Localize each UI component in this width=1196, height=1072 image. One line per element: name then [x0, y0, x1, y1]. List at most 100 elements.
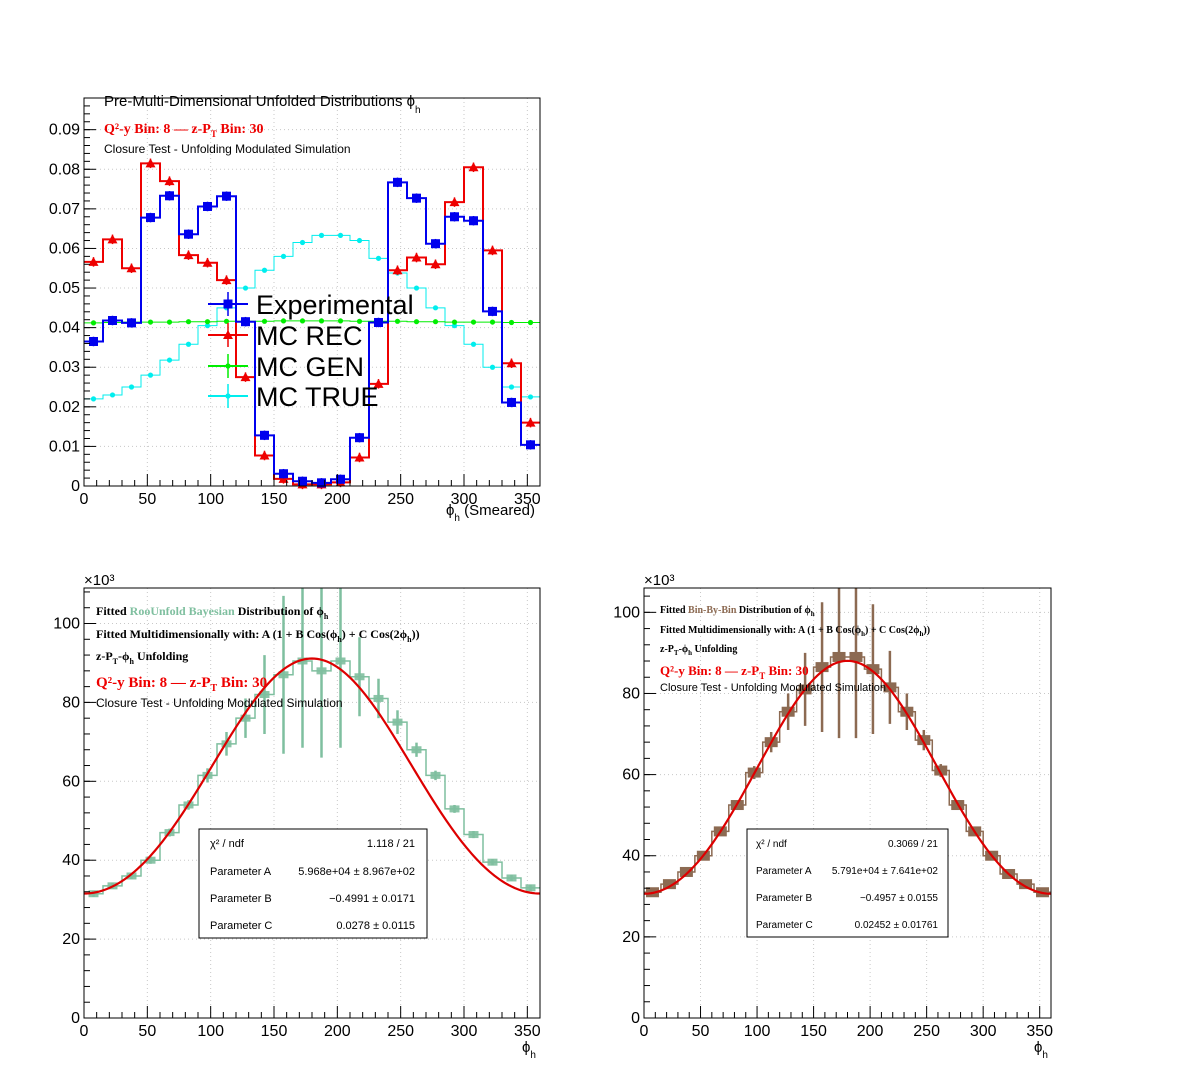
x-axis-label-sub: h: [454, 513, 460, 524]
data-point: [508, 319, 515, 326]
data-point: [356, 237, 363, 244]
legend-label: MC TRUE: [256, 382, 379, 412]
bin-label-sub: T: [211, 129, 217, 139]
panel-pre-unfolded: 0 50 100 150 200 250 300 350 0 0.01 0.02 0.03 0.04 0.…: [49, 93, 541, 524]
data-point: [375, 255, 382, 261]
legend-label: MC REC: [256, 321, 363, 351]
data-point: [222, 191, 231, 201]
stats-param-a-label: Parameter A: [210, 866, 272, 878]
closure-label: Closure Test - Unfolding Modulated Simul…: [660, 682, 886, 694]
x-tick-label: 250: [913, 1023, 940, 1040]
chart-title: Pre-Multi-Dimensional Unfolded Distribut…: [104, 93, 421, 116]
data-point: [525, 417, 536, 427]
x-tick-label: 250: [387, 1023, 414, 1040]
data-point: [318, 318, 325, 324]
panel-roounfold-bayesian: 0 50 100 150 200 250 300 350 0 20 40 60 80 100 ×10³ F…: [53, 572, 540, 1061]
legend-item-mc-true: MC TRUE: [208, 382, 379, 412]
x-axis-label: ϕh (Smeared): [446, 502, 535, 524]
legend-item-experimental: Experimental: [208, 290, 414, 320]
legend-marker: [223, 330, 233, 339]
y-tick-label: 20: [622, 929, 640, 946]
x-tick-label: 200: [324, 491, 351, 508]
x-tick-label: 100: [744, 1023, 771, 1040]
legend-marker: [223, 299, 233, 309]
stats-param-a-label: Parameter A: [756, 866, 812, 877]
data-point: [126, 263, 137, 273]
x-axis-label: ϕh: [1034, 1039, 1048, 1061]
stats-chi2-label: χ² / ndf: [756, 839, 787, 850]
y-tick-label: 0.02: [49, 399, 80, 416]
x-tick-label: 350: [514, 491, 541, 508]
data-point: [183, 250, 194, 260]
data-point: [373, 378, 384, 388]
data-point: [240, 372, 251, 382]
stats-chi2-value: 1.118 / 21: [367, 838, 415, 850]
x-tick-label: 300: [451, 491, 478, 508]
data-point: [488, 306, 497, 316]
data-point: [280, 318, 287, 324]
y-exponent-label: ×10³: [644, 572, 674, 589]
fit-line-1: Fitted Bin-By-Bin Distribution of ϕh: [660, 605, 815, 618]
data-point: [432, 305, 439, 311]
data-point: [90, 396, 97, 402]
bin-label: Q²-y Bin: 8 — z-PT Bin: 30: [660, 663, 809, 681]
x-tick-label: 100: [197, 1023, 224, 1040]
fit-line-3: z-PT-ϕh Unfolding: [660, 644, 737, 657]
data-point: [109, 392, 116, 398]
data-point: [145, 158, 156, 168]
x-tick-label: 0: [80, 491, 89, 508]
stats-box-frame: [746, 828, 949, 938]
data-point: [527, 394, 534, 400]
data-point: [260, 430, 269, 440]
data-point: [450, 212, 459, 222]
x-tick-label: 150: [800, 1023, 827, 1040]
method-name: Bin-By-Bin: [688, 605, 737, 616]
x-tick-label: 200: [324, 1023, 351, 1040]
y-tick-label: 0.07: [49, 201, 80, 218]
stats-param-c-label: Parameter C: [756, 920, 813, 931]
panel-bin-by-bin: 0 50 100 150 200 250 300 350 0 20 40 60 80 100 ×10³ F…: [613, 572, 1053, 1061]
data-point: [127, 318, 136, 328]
closure-label: Closure Test - Unfolding Modulated Simul…: [104, 142, 351, 156]
data-point: [88, 256, 99, 266]
data-point: [431, 239, 440, 249]
data-point: [166, 357, 173, 363]
data-point: [90, 320, 97, 326]
data-point: [487, 245, 498, 255]
stats-box-frame: [198, 828, 428, 939]
stats-param-b-label: Parameter B: [756, 893, 812, 904]
data-point: [469, 216, 478, 226]
data-point: [468, 162, 479, 172]
data-point: [508, 384, 515, 390]
method-name: RooUnfold Bayesian: [130, 604, 235, 618]
y-tick-label: 60: [62, 773, 80, 790]
fit-line-1: Fitted RooUnfold Bayesian Distribution o…: [96, 604, 329, 621]
data-point: [107, 234, 118, 244]
y-tick-label: 40: [622, 848, 640, 865]
data-point: [470, 341, 477, 347]
data-point: [394, 318, 401, 324]
data-point: [412, 193, 421, 203]
fit-curve: [643, 659, 1052, 895]
data-point: [261, 267, 268, 273]
data-point: [108, 316, 117, 326]
data-point: [299, 318, 306, 324]
data-point: [337, 318, 344, 324]
stats-box: χ² / ndf 1.118 / 21 Parameter A 5.968e+0…: [198, 828, 428, 939]
data-point: [432, 319, 439, 325]
x-tick-label: 50: [138, 1023, 156, 1040]
bin-label: Q²-y Bin: 8 — z-PT Bin: 30: [96, 675, 267, 694]
data-point: [89, 336, 98, 346]
data-point: [356, 318, 363, 324]
axes: 0 50 100 150 200 250 300 350 0 0.01 0.02 0.03 0.04 0.…: [49, 105, 541, 508]
y-tick-label: 0: [71, 478, 80, 495]
y-tick-label: 80: [62, 694, 80, 711]
data-point: [223, 318, 230, 324]
legend-label: MC GEN: [256, 352, 364, 382]
x-tick-label: 200: [857, 1023, 884, 1040]
legend-marker: [225, 393, 231, 399]
data-point: [489, 319, 496, 325]
fit-curve-layer: [83, 657, 541, 895]
data-point: [489, 364, 496, 370]
